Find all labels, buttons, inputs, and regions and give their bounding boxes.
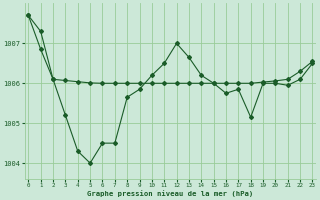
X-axis label: Graphe pression niveau de la mer (hPa): Graphe pression niveau de la mer (hPa)	[87, 190, 253, 197]
